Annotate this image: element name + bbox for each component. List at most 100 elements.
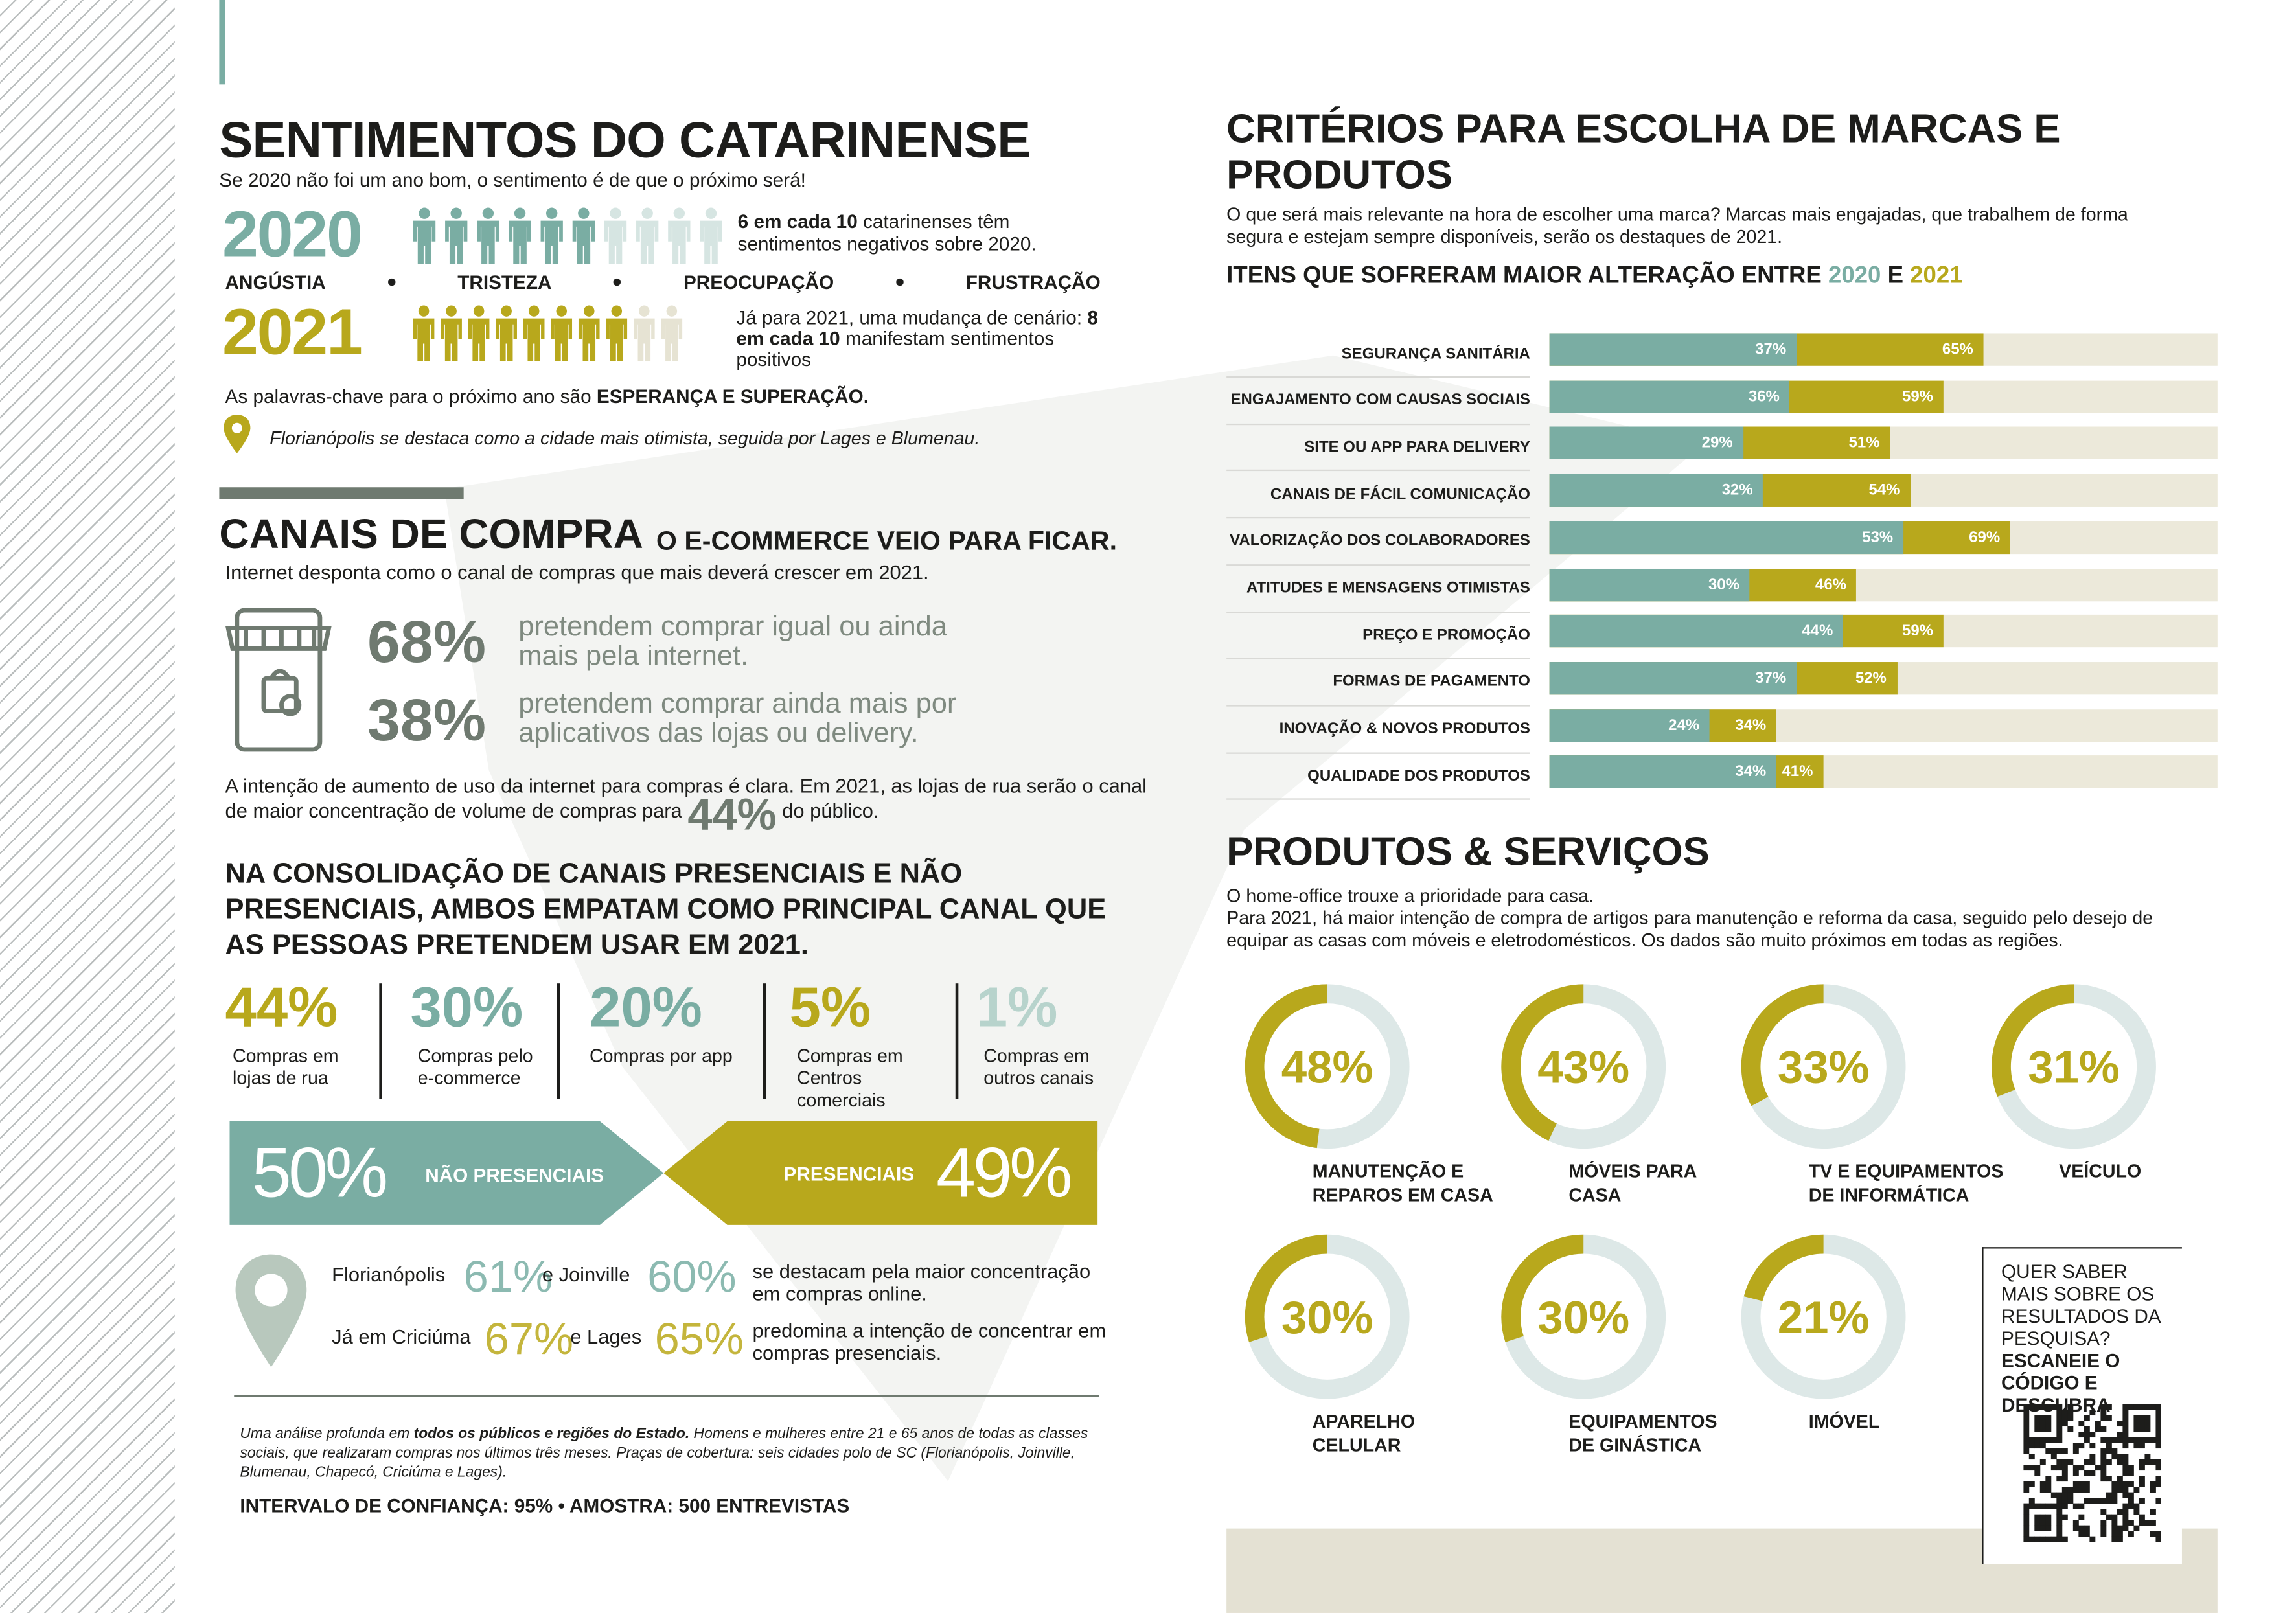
value-label: 32% <box>1721 481 1753 499</box>
stat-value: 38% <box>367 689 487 754</box>
qr-module <box>2034 1470 2041 1476</box>
qr-module <box>2144 1437 2151 1443</box>
qr-module <box>2089 1459 2096 1465</box>
qr-module <box>2133 1404 2140 1410</box>
qr-module <box>2084 1437 2090 1443</box>
person-body <box>700 220 722 264</box>
split-band <box>229 1121 1098 1225</box>
channel: 30% Compras pelo e-commerce <box>410 978 558 1090</box>
qr-module <box>2056 1415 2063 1421</box>
qr-module <box>2111 1454 2118 1460</box>
qr-module <box>2050 1454 2057 1460</box>
qr-module <box>2111 1487 2118 1493</box>
qr-module <box>2106 1443 2112 1449</box>
person-head <box>418 305 430 317</box>
qr-module <box>2133 1443 2140 1449</box>
qr-module <box>2028 1481 2035 1487</box>
qr-module <box>2061 1415 2068 1421</box>
qr-module <box>2056 1432 2063 1438</box>
qr-module <box>2084 1415 2090 1421</box>
qr-module <box>2139 1481 2145 1487</box>
feeling: FRUSTRAÇÃO <box>965 271 1101 293</box>
qr-module <box>2056 1525 2063 1531</box>
donut-value: 30% <box>1281 1292 1373 1344</box>
feeling: ANGÚSTIA <box>225 271 326 293</box>
person-head <box>450 207 462 219</box>
qr-module <box>2155 1426 2161 1432</box>
text: QUER SABER MAIS SOBRE OS RESULTADOS DA P… <box>2001 1260 2161 1349</box>
city-name: Florianópolis <box>332 1263 446 1286</box>
qr-module <box>2061 1470 2068 1476</box>
value-label: 53% <box>1862 528 1894 547</box>
person-head <box>556 305 567 317</box>
donut-category: EQUIPAMENTOS DE GINÁSTICA <box>1568 1411 1717 1456</box>
qr-module <box>2056 1421 2063 1427</box>
qr-module <box>2039 1514 2046 1520</box>
donut-arc <box>1741 984 1824 1106</box>
year-label: 2021 <box>222 296 363 369</box>
qr-module <box>2078 1514 2085 1520</box>
bullet <box>614 278 621 286</box>
qr-module <box>2039 1520 2046 1526</box>
qr-module <box>2045 1404 2052 1410</box>
channel-label: Compras por app <box>590 1046 733 1067</box>
person-icon <box>700 207 722 264</box>
qr-module <box>2133 1421 2140 1427</box>
qr-module <box>2072 1448 2079 1454</box>
channel: 20% Compras por app <box>590 978 738 1068</box>
value-label: 30% <box>1708 575 1740 593</box>
qr-module <box>2072 1481 2079 1487</box>
channel-divider <box>557 983 560 1099</box>
hatch-strip <box>0 0 175 1613</box>
person-head <box>528 305 540 317</box>
bar <box>1549 521 1904 554</box>
pin-icon <box>224 415 251 453</box>
qr-module <box>2144 1520 2151 1526</box>
qr-module <box>2061 1465 2068 1471</box>
qr-module <box>2106 1415 2112 1421</box>
person-head <box>673 207 685 219</box>
qr-module <box>2100 1531 2107 1537</box>
qr-module <box>2122 1525 2129 1531</box>
people-icons <box>413 305 683 361</box>
qr-module <box>2122 1520 2129 1526</box>
qr-module <box>2095 1498 2101 1504</box>
bar <box>1549 661 1797 695</box>
qr-module <box>2084 1432 2090 1438</box>
qr-module <box>2034 1503 2041 1509</box>
value-label: 59% <box>1901 387 1934 406</box>
qr-module <box>2100 1415 2107 1421</box>
qr-module <box>2128 1404 2134 1410</box>
person-head <box>639 305 650 317</box>
qr-module <box>2034 1421 2041 1427</box>
qr-module <box>2039 1421 2046 1427</box>
qr-module <box>2100 1520 2107 1526</box>
year-text: 6 em cada 10 catarinenses têm sentimento… <box>738 211 1108 255</box>
qr-module <box>2111 1531 2118 1537</box>
qr-module <box>2028 1503 2035 1509</box>
qr-module <box>2067 1459 2074 1465</box>
category-label: VALORIZAÇÃO DOS COLABORADORES <box>1226 520 1530 566</box>
donut-category: TV E EQUIPAMENTOS DE INFORMÁTICA <box>1808 1161 2004 1206</box>
qr-module <box>2050 1465 2057 1471</box>
qr-module <box>2056 1520 2063 1526</box>
text: O home-office trouxe a prioridade para c… <box>1226 886 1594 907</box>
qr-module <box>2023 1520 2030 1526</box>
text: A intenção de aumento de uso da internet… <box>225 774 1147 822</box>
qr-module <box>2139 1426 2145 1432</box>
person-body <box>661 318 683 361</box>
qr-module <box>2133 1437 2140 1443</box>
qr-module <box>2067 1404 2074 1410</box>
donut-arc <box>1501 984 1584 1141</box>
qr-module <box>2061 1514 2068 1520</box>
qr-module <box>2128 1531 2134 1537</box>
value-label: 54% <box>1868 481 1900 499</box>
qr-module <box>2106 1448 2112 1454</box>
donut-value: 31% <box>2028 1042 2120 1093</box>
year-label: 2020 <box>222 198 363 271</box>
text: Uma análise profunda em <box>240 1426 410 1443</box>
qr-module <box>2034 1536 2041 1542</box>
bar-track: 41% 34% <box>1549 755 2218 789</box>
qr-module <box>2139 1415 2145 1421</box>
qr-module <box>2023 1415 2030 1421</box>
